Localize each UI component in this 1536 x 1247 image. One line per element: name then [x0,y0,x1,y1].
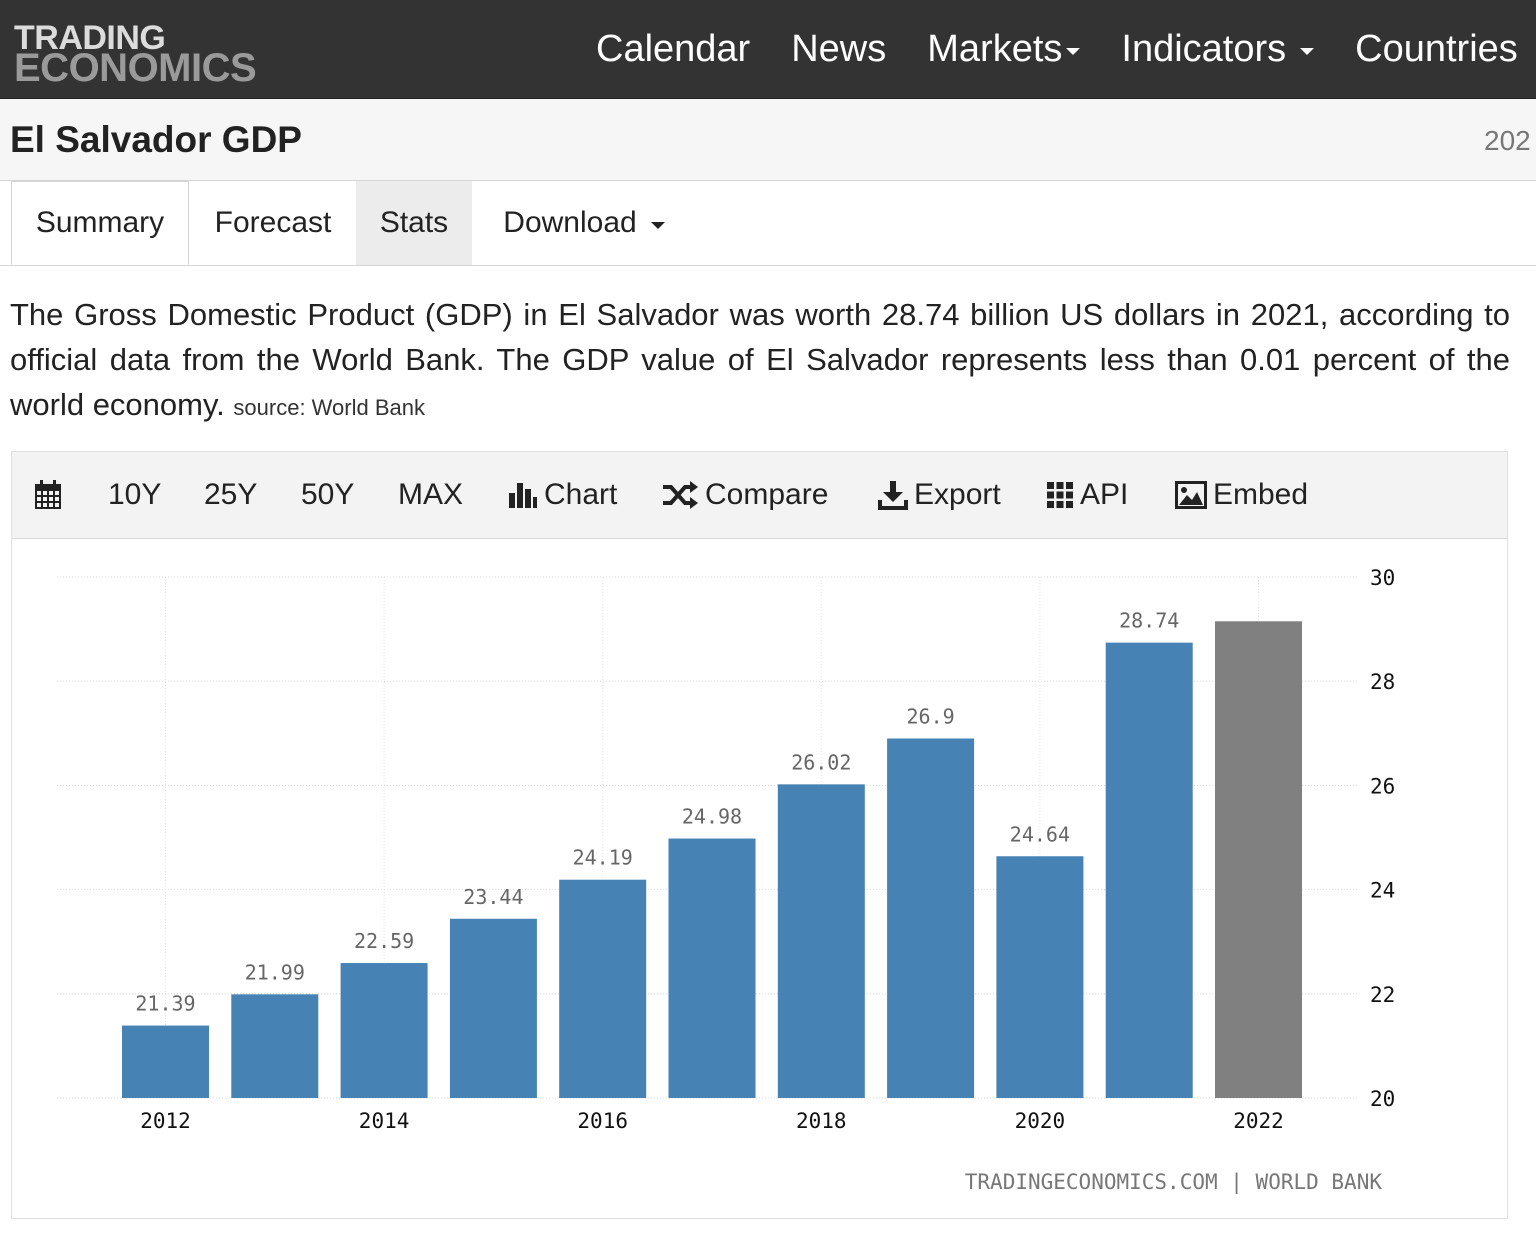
nav-news-label: News [791,27,887,70]
nav-indicators-label: Indicators [1121,27,1287,70]
chart-type-label: Chart [544,478,618,511]
range-max-button[interactable]: MAX [398,452,463,538]
source-note[interactable]: source: World Bank [233,395,425,420]
y-tick-label: 30 [1370,566,1395,590]
nav-news[interactable]: News [791,28,886,71]
chevron-down-icon [1300,47,1315,55]
main-nav: Calendar News Markets Indicators Countri… [596,0,1536,98]
x-tick-label: 2018 [796,1109,847,1133]
range-25y-label: 25Y [204,478,258,511]
chart-panel: 10Y 25Y 50Y MAX Chart Compare [11,451,1508,1219]
trading-economics-logo[interactable]: TRADING ECONOMICS [14,19,257,90]
bar-value-label: 22.59 [354,929,414,953]
y-tick-label: 20 [1370,1087,1395,1111]
tab-download-dropdown[interactable]: Download [488,181,680,265]
api-label: API [1080,478,1129,511]
image-icon [1175,481,1207,509]
bar-value-label: 21.39 [135,992,195,1016]
range-max-label: MAX [398,478,464,511]
bar-value-label: 26.02 [791,750,851,774]
export-button[interactable]: Export [878,452,1001,538]
calendar-icon [35,480,61,509]
nav-countries[interactable]: Countries [1355,28,1518,71]
logo-line-1: TRADING [14,19,166,57]
x-tick-label: 2020 [1015,1109,1066,1133]
y-tick-label: 26 [1370,774,1395,798]
api-button[interactable]: API [1046,452,1128,538]
range-10y-button[interactable]: 10Y [108,452,161,538]
gdp-bar [777,784,865,1098]
chart-credit: TRADINGECONOMICS.COM | WORLD BANK [965,1170,1383,1195]
x-tick-label: 2012 [140,1109,191,1133]
nav-markets-label: Markets [927,27,1063,70]
description-text: The Gross Domestic Product (GDP) in El S… [10,297,1510,422]
page-title: El Salvador GDP [10,119,302,160]
bar-value-label: 26.9 [907,705,955,729]
tab-download-label: Download [503,206,637,239]
nav-indicators-dropdown[interactable]: Indicators [1121,27,1315,71]
tab-stats-label: Stats [379,206,449,239]
chevron-down-icon [650,221,665,229]
bar-value-label: 24.19 [573,846,633,870]
gdp-bar [340,963,428,1098]
logo-line-2: ECONOMICS [14,46,257,90]
nav-calendar[interactable]: Calendar [596,28,750,71]
bar-value-label: 21.99 [245,960,305,984]
range-50y-button[interactable]: 50Y [301,452,354,538]
gdp-bar [231,994,319,1098]
grid-icon [1047,482,1073,508]
nav-countries-label: Countries [1355,27,1518,70]
gdp-bar [668,838,756,1098]
top-nav-bar: TRADING ECONOMICS Calendar News Markets … [0,0,1536,99]
chart-type-button[interactable]: Chart [508,452,617,538]
y-tick-label: 28 [1370,670,1395,694]
tab-summary-label: Summary [35,206,165,239]
export-label: Export [914,478,1001,511]
tab-bar: Summary Forecast Stats Download [0,181,1536,266]
tab-forecast[interactable]: Forecast [190,181,356,265]
x-tick-label: 2022 [1233,1109,1284,1133]
range-25y-button[interactable]: 25Y [204,452,257,538]
embed-label: Embed [1213,478,1309,511]
bar-chart-icon [509,483,537,508]
gdp-bar [122,1025,209,1098]
range-50y-label: 50Y [301,478,355,511]
gdp-bar [1105,642,1193,1098]
compare-button[interactable]: Compare [661,452,828,538]
forecast-bar [1215,621,1302,1098]
embed-button[interactable]: Embed [1175,452,1308,538]
compare-label: Compare [705,478,829,511]
bar-value-label: 24.98 [682,805,742,829]
tab-summary[interactable]: Summary [11,181,189,265]
shuffle-icon [663,481,698,509]
tab-stats[interactable]: Stats [356,181,472,265]
gdp-bar [887,738,975,1098]
y-tick-label: 22 [1370,983,1395,1007]
range-10y-label: 10Y [108,478,162,511]
bar-value-label: 24.64 [1010,822,1070,846]
title-bar: El Salvador GDP 202 [0,99,1536,181]
download-icon [878,481,908,510]
bar-value-label: 28.74 [1119,609,1179,633]
chart-toolbar: 10Y 25Y 50Y MAX Chart Compare [12,452,1507,539]
calendar-button[interactable] [34,452,68,538]
y-tick-label: 24 [1370,879,1395,903]
gdp-description: The Gross Domestic Product (GDP) in El S… [10,292,1510,430]
chevron-down-icon [1066,47,1081,55]
nav-calendar-label: Calendar [596,27,751,70]
gdp-bar [996,856,1084,1098]
bar-value-label: 23.44 [463,885,523,909]
gdp-bar [559,879,647,1098]
nav-markets-dropdown[interactable]: Markets [927,27,1081,71]
last-update-date: 202 [1484,125,1531,156]
x-tick-label: 2016 [577,1109,628,1133]
tab-forecast-label: Forecast [214,206,332,239]
gdp-bar [449,918,537,1098]
x-tick-label: 2014 [359,1109,410,1133]
